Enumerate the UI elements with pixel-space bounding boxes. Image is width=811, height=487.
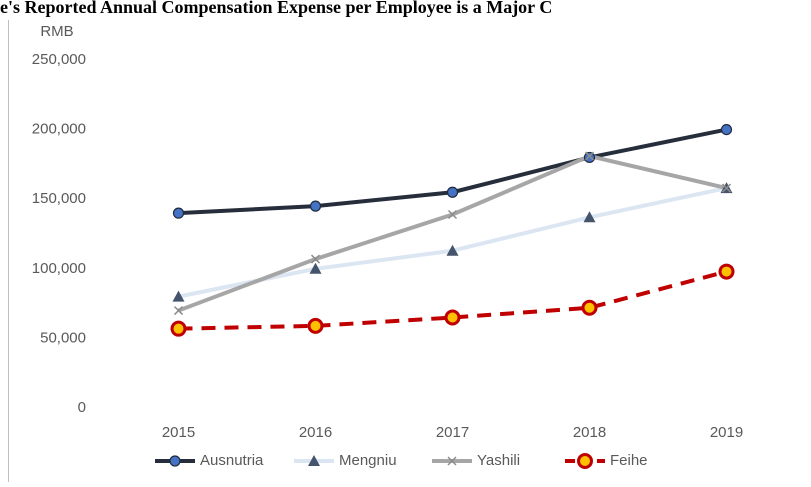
data-point: [583, 211, 596, 223]
chart-title: e's Reported Annual Compensation Expense…: [0, 0, 552, 17]
data-point: [310, 254, 321, 264]
legend-label: Feihe: [610, 452, 648, 469]
data-point: [720, 124, 733, 136]
x-tick-label: 2015: [162, 424, 195, 441]
data-point: [173, 306, 184, 316]
data-point: [444, 309, 461, 326]
legend-label: Ausnutria: [200, 452, 264, 469]
data-point: [172, 290, 185, 302]
data-point: [307, 317, 324, 334]
x-tick-label: 2018: [573, 424, 606, 441]
data-point: [446, 244, 459, 256]
series-line: [177, 153, 727, 313]
y-tick-label: 0: [78, 399, 86, 416]
data-point: [718, 263, 735, 280]
data-point: [170, 320, 187, 337]
y-tick-label: 100,000: [32, 260, 86, 277]
series-line: [178, 127, 727, 216]
legend-marker: [308, 455, 320, 466]
legend-marker: [169, 455, 181, 467]
data-point: [721, 183, 732, 193]
legend-marker: [577, 453, 593, 469]
legend-label: Yashili: [477, 452, 520, 469]
x-tick-label: 2017: [436, 424, 469, 441]
data-point: [309, 262, 322, 274]
data-point: [446, 186, 459, 198]
x-tick-label: 2016: [299, 424, 332, 441]
legend-marker: [447, 456, 457, 466]
data-point: [583, 151, 596, 164]
y-axis-label: RMB: [40, 23, 73, 40]
y-tick-label: 250,000: [32, 51, 86, 68]
data-point: [309, 200, 322, 212]
data-point: [172, 207, 185, 219]
data-point: [447, 209, 458, 220]
y-tick-label: 50,000: [40, 329, 86, 346]
y-tick-label: 200,000: [32, 121, 86, 138]
data-point: [584, 151, 595, 161]
data-point: [581, 299, 598, 316]
legend-label: Mengniu: [339, 452, 397, 469]
y-tick-label: 150,000: [32, 190, 86, 207]
x-tick-label: 2019: [710, 424, 743, 441]
